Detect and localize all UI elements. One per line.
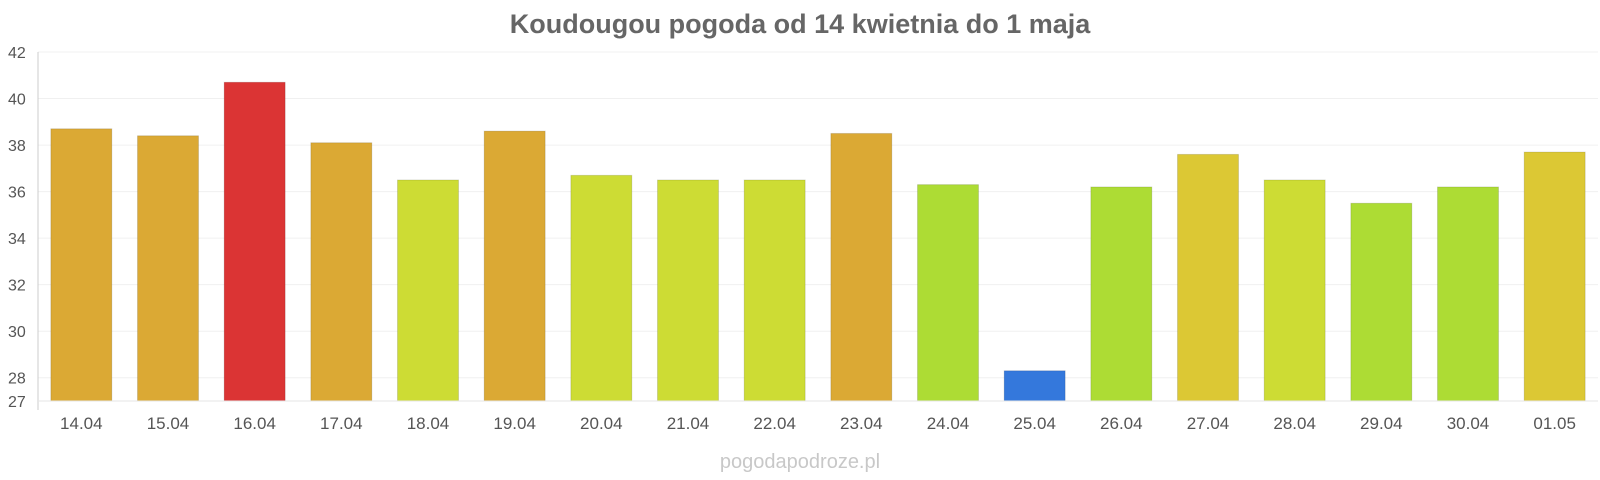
y-tick-label: 40 [8, 92, 26, 109]
x-tick-label: 30.04 [1447, 414, 1490, 433]
x-tick-label: 29.04 [1360, 414, 1403, 433]
bar-24.04 [917, 184, 979, 402]
bar-18.04 [397, 179, 459, 402]
x-tick-label: 27.04 [1187, 414, 1230, 433]
x-tick-label: 01.05 [1533, 414, 1576, 433]
x-tick-label: 24.04 [927, 414, 970, 433]
x-tick-label: 23.04 [840, 414, 883, 433]
bar-20.04 [570, 174, 633, 402]
x-tick-label: 16.04 [233, 414, 276, 433]
y-tick-label: 27 [8, 394, 26, 411]
bar-17.04 [310, 142, 373, 402]
x-tick-label: 21.04 [667, 414, 710, 433]
x-tick-label: 18.04 [407, 414, 450, 433]
x-tick-label: 14.04 [60, 414, 103, 433]
bar-14.04 [50, 128, 113, 402]
x-tick-label: 19.04 [493, 414, 536, 433]
bar-30.04 [1437, 186, 1499, 402]
bars [50, 81, 1586, 402]
y-tick-label: 42 [8, 45, 26, 62]
y-tick-label: 30 [8, 324, 26, 341]
y-tick-label: 38 [8, 138, 26, 155]
bar-22.04 [743, 179, 806, 402]
chart-title: Koudougou pogoda od 14 kwietnia do 1 maj… [510, 9, 1092, 39]
x-tick-label: 15.04 [147, 414, 190, 433]
x-tick-label: 25.04 [1013, 414, 1056, 433]
bar-15.04 [137, 135, 199, 402]
x-tick-label: 20.04 [580, 414, 623, 433]
watermark: pogodapodroze.pl [720, 451, 880, 473]
y-tick-label: 32 [8, 278, 26, 295]
bar-29.04 [1350, 202, 1413, 402]
y-tick-label: 36 [8, 185, 26, 202]
bar-21.04 [657, 179, 719, 402]
x-tick-label: 28.04 [1273, 414, 1316, 433]
y-tick-label: 34 [8, 231, 26, 248]
bar-16.04 [223, 81, 286, 402]
bar-01.05 [1523, 151, 1586, 402]
x-tick-label: 22.04 [753, 414, 796, 433]
x-axis-ticks: 14.04 15.04 16.04 17.04 18.04 19.04 20.04 21.04… [60, 414, 1576, 433]
y-axis-ticks: 42 40 38 36 34 32 30 28 27 [8, 45, 26, 411]
bar-26.04 [1090, 186, 1153, 402]
x-tick-label: 26.04 [1100, 414, 1143, 433]
bar-28.04 [1263, 179, 1326, 402]
x-tick-label: 17.04 [320, 414, 363, 433]
y-tick-label: 28 [8, 371, 26, 388]
bar-19.04 [483, 130, 546, 402]
bar-23.04 [830, 132, 893, 402]
bar-25.04 [1003, 370, 1066, 402]
bar-27.04 [1177, 153, 1239, 402]
